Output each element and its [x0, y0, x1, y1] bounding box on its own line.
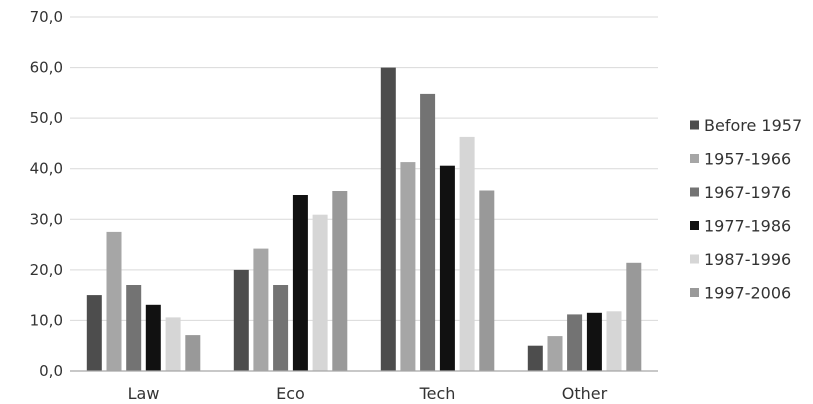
bar-law-series-2: [126, 285, 142, 371]
legend-swatch: [690, 187, 699, 197]
bar-tech-series-2: [420, 93, 436, 372]
legend-item: 1977-1986: [690, 217, 791, 236]
legend-swatch: [690, 154, 699, 163]
bar-eco-series-4: [312, 214, 328, 371]
bar-law-series-4: [165, 317, 181, 371]
bar-other-series-4: [606, 311, 622, 371]
bar-tech-series-5: [479, 190, 495, 371]
bar-law-series-3: [145, 304, 161, 371]
bar-eco-series-2: [273, 285, 289, 371]
legend-label: 1957-1966: [704, 150, 791, 169]
x-axis-category-labels: Law Eco Tech Other: [128, 384, 608, 403]
bar-law-series-0: [86, 295, 102, 371]
bar-eco-series-1: [253, 248, 269, 371]
bar-tech-series-3: [439, 165, 455, 371]
y-tick-label: 30,0: [30, 210, 63, 228]
y-axis-tick-labels: 0,0 10,0 20,0 30,0 40,0 50,0 60,0 70,0: [30, 8, 63, 380]
bar-other-series-0: [527, 345, 543, 371]
x-category-label: Eco: [276, 384, 305, 403]
bar-other-series-3: [586, 312, 602, 371]
y-tick-label: 60,0: [30, 59, 63, 77]
legend-item: 1967-1976: [690, 183, 791, 202]
bar-law-series-5: [185, 335, 201, 371]
legend-swatch: [690, 221, 699, 230]
y-tick-label: 20,0: [30, 261, 63, 279]
legend-swatch: [690, 254, 699, 264]
bar-tech-series-4: [459, 136, 475, 371]
legend-label: 1997-2006: [704, 284, 791, 303]
bar-tech-series-1: [400, 162, 416, 371]
legend-item: 1997-2006: [690, 284, 791, 303]
legend-swatch: [690, 288, 699, 297]
legend-item: 1987-1996: [690, 250, 791, 269]
bar-other-series-5: [626, 262, 642, 371]
x-category-label: Tech: [419, 384, 456, 403]
x-category-label: Law: [128, 384, 160, 403]
legend-label: 1987-1996: [704, 250, 791, 269]
y-tick-label: 40,0: [30, 160, 63, 178]
bar-eco-series-3: [292, 195, 308, 371]
grid-layer: [70, 16, 658, 321]
legend-label: Before 1957: [704, 116, 802, 135]
bar-other-series-1: [547, 336, 563, 371]
x-category-label: Other: [562, 384, 608, 403]
bar-tech-series-0: [380, 67, 396, 371]
legend-item: 1957-1966: [690, 150, 791, 169]
legend-item: Before 1957: [690, 116, 802, 135]
y-tick-label: 50,0: [30, 109, 63, 127]
bars-layer: [86, 67, 642, 372]
bar-law-series-1: [106, 231, 122, 371]
legend-swatch: [690, 120, 699, 130]
legend-label: 1977-1986: [704, 217, 791, 236]
y-tick-label: 70,0: [30, 8, 63, 26]
legend: Before 1957 1957-1966 1967-1976 1977-1986 19…: [690, 116, 802, 303]
y-tick-label: 0,0: [39, 362, 63, 380]
bar-other-series-2: [567, 314, 583, 371]
bar-eco-series-0: [233, 269, 249, 371]
bar-eco-series-5: [332, 191, 348, 371]
legend-label: 1967-1976: [704, 183, 791, 202]
y-tick-label: 10,0: [30, 311, 63, 329]
